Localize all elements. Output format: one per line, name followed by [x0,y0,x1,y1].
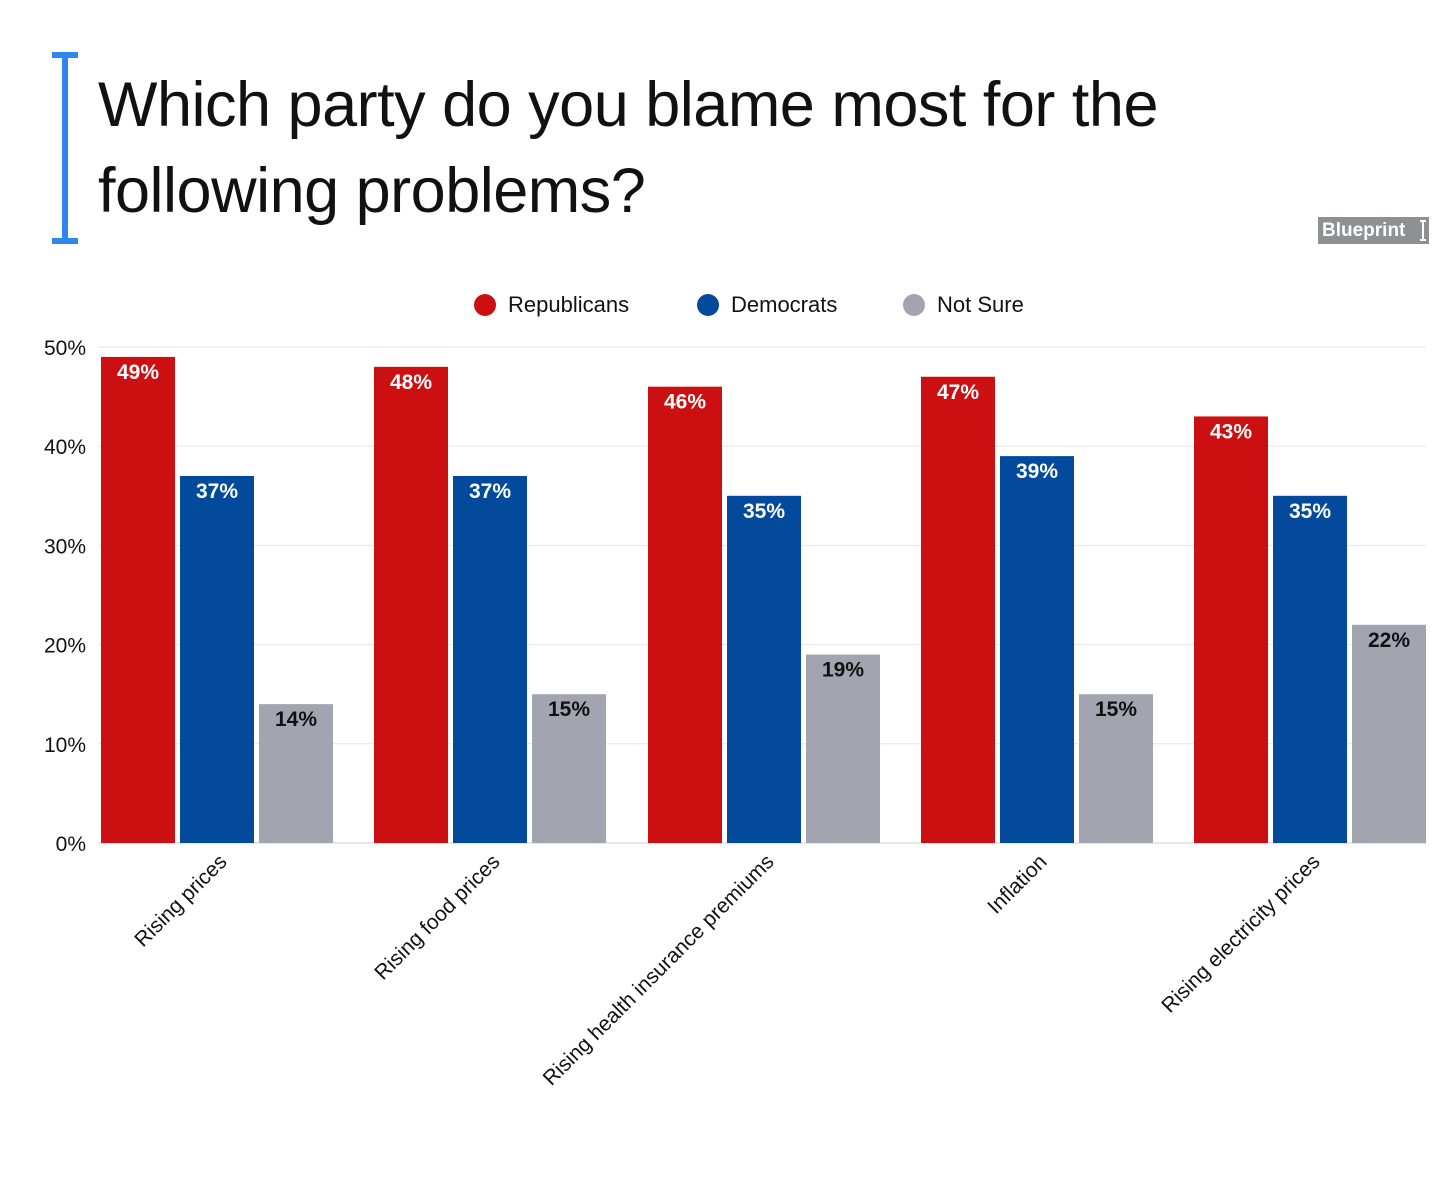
legend-item-not-sure: Not Sure [903,290,1024,320]
y-tick-label: 40% [44,436,86,459]
chart-legend: Republicans Democrats Not Sure [0,290,1456,320]
bar-not-sure [806,654,880,843]
title-bracket-icon [52,52,78,244]
bar-democrats [180,475,254,843]
bar-republicans [921,376,995,843]
y-tick-label: 20% [44,635,86,658]
text-cursor-icon [1420,220,1426,241]
y-tick-label: 10% [44,734,86,757]
legend-item-republicans: Republicans [474,290,629,320]
bar-value-label: 37% [196,480,238,503]
bar-value-label: 46% [664,391,706,414]
bar-democrats [1273,495,1347,843]
bar-not-sure [259,704,333,843]
bar-value-label: 22% [1368,629,1410,652]
brand-name: Blueprint [1322,220,1406,241]
bar-value-label: 15% [1095,698,1137,721]
bar-not-sure [532,694,606,843]
legend-dot-democrats [697,294,719,316]
bar-democrats [727,495,801,843]
bar-value-label: 19% [822,659,864,682]
bar-democrats [453,475,527,843]
y-tick-label: 0% [56,833,86,856]
chart-title: Which party do you blame most for the fo… [98,70,1158,226]
bar-value-label: 14% [275,708,317,731]
y-tick-label: 30% [44,535,86,558]
legend-dot-republicans [474,294,496,316]
legend-item-democrats: Democrats [697,290,837,320]
bar-value-label: 35% [743,500,785,523]
x-category-label: Rising food prices [370,850,504,984]
x-category-label: Rising health insurance premiums [539,850,779,1090]
legend-label: Not Sure [937,292,1024,317]
bar-value-label: 39% [1016,460,1058,483]
bar-not-sure [1352,624,1426,843]
bar-republicans [1194,416,1268,843]
x-category-label: Inflation [983,850,1051,918]
x-category-label: Rising electricity prices [1157,850,1324,1017]
legend-dot-not-sure [903,294,925,316]
legend-label: Democrats [731,292,838,317]
bar-value-label: 49% [117,361,159,384]
bar-value-label: 48% [390,371,432,394]
bar-republicans [648,386,722,843]
bar-not-sure [1079,694,1153,843]
bar-value-label: 35% [1289,500,1331,523]
brand-badge: Blueprint [1318,217,1429,244]
bar-value-label: 37% [469,480,511,503]
bar-republicans [101,356,175,843]
bar-value-label: 47% [937,381,979,404]
bar-value-label: 43% [1210,420,1252,443]
bar-value-label: 15% [548,698,590,721]
bar-republicans [374,366,448,843]
y-tick-label: 50% [44,337,86,360]
legend-label: Republicans [508,292,630,317]
bar-chart: 0% 10% 20% 30% 40% 50% 49% 37% 14% Rising prices 4… [44,337,1426,1090]
x-category-label: Rising prices [130,850,231,951]
bar-democrats [1000,456,1074,843]
